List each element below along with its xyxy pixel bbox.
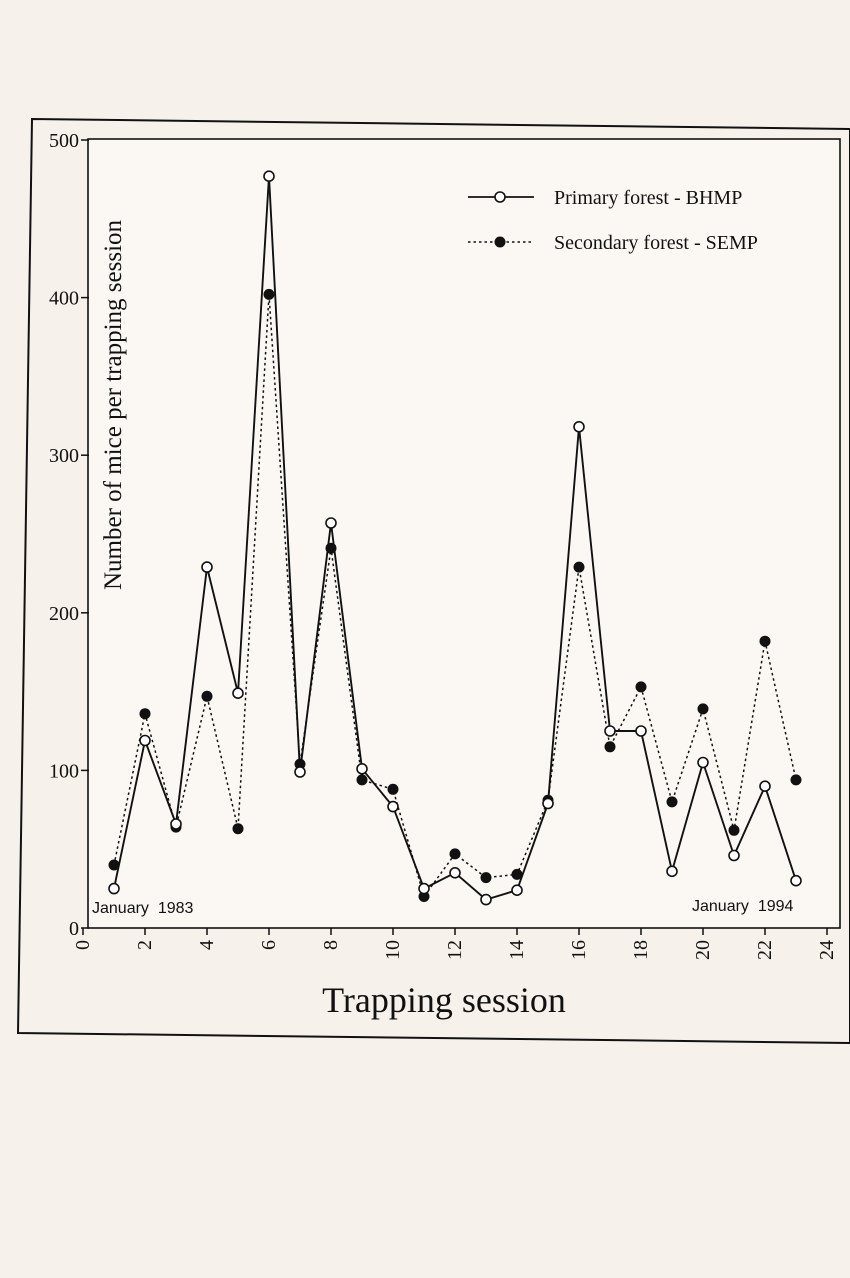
point-primary-23	[790, 874, 802, 887]
point-primary-11	[418, 882, 430, 895]
series-layer	[108, 170, 802, 906]
y-tick-label-500: 500	[49, 130, 79, 152]
point-primary-7	[294, 766, 306, 778]
point-primary-10	[387, 800, 399, 813]
point-secondary-16	[573, 561, 585, 573]
plot-area	[87, 138, 841, 929]
x-tick-label-24: 24	[816, 940, 838, 960]
x-tick-label-2: 2	[134, 940, 156, 950]
y-tick-label-400: 400	[49, 288, 79, 310]
point-primary-2	[139, 734, 151, 747]
legend-label-secondary: Secondary forest - SEMP	[554, 232, 758, 254]
point-primary-14	[511, 884, 523, 897]
legend-marker-secondary	[494, 236, 506, 248]
point-secondary-9	[356, 774, 368, 786]
legend-marker-primary	[494, 191, 506, 203]
annotation-start: January 1983	[92, 900, 194, 917]
x-tick-label-4: 4	[196, 940, 218, 950]
x-axis-label: Trapping session	[322, 980, 566, 1020]
point-primary-22	[759, 780, 771, 793]
point-secondary-14	[511, 868, 523, 880]
point-primary-15	[542, 797, 554, 810]
point-primary-1	[108, 882, 120, 895]
x-tick-label-16: 16	[568, 940, 590, 960]
x-tick-label-0: 0	[72, 940, 94, 950]
point-secondary-1	[108, 859, 120, 871]
point-primary-5	[232, 687, 244, 700]
point-secondary-22	[759, 635, 771, 647]
y-tick-label-0: 0	[69, 918, 79, 940]
point-secondary-19	[666, 796, 678, 808]
point-secondary-12	[449, 848, 461, 860]
point-secondary-10	[387, 783, 399, 795]
series-primary	[108, 170, 802, 906]
point-secondary-5	[232, 823, 244, 835]
x-tick-label-10: 10	[382, 940, 404, 960]
point-primary-18	[635, 725, 647, 737]
x-tick-label-22: 22	[754, 940, 776, 960]
point-secondary-4	[201, 690, 213, 702]
point-secondary-2	[139, 708, 151, 720]
x-tick-label-8: 8	[320, 940, 342, 950]
y-tick-label-100: 100	[49, 760, 79, 782]
legend: Primary forest - BHMP Secondary forest -…	[468, 187, 758, 254]
point-secondary-6	[263, 288, 275, 300]
y-tick-label-200: 200	[49, 603, 79, 625]
x-tick-label-12: 12	[444, 940, 466, 960]
point-primary-20	[697, 756, 709, 769]
point-secondary-13	[480, 872, 492, 884]
point-primary-9	[356, 762, 368, 775]
point-secondary-23	[790, 774, 802, 786]
point-primary-4	[201, 561, 213, 573]
legend-label-primary: Primary forest - BHMP	[554, 187, 742, 209]
point-primary-21	[728, 849, 740, 862]
point-primary-16	[573, 420, 585, 433]
point-secondary-20	[697, 703, 709, 715]
y-tick-label-300: 300	[49, 445, 79, 467]
x-tick-label-20: 20	[692, 940, 714, 960]
point-primary-12	[449, 866, 461, 879]
point-primary-19	[666, 865, 678, 878]
x-tick-label-6: 6	[258, 940, 280, 950]
point-primary-8	[325, 517, 337, 529]
point-secondary-18	[635, 681, 647, 693]
point-primary-6	[263, 170, 275, 182]
point-secondary-21	[728, 824, 740, 836]
point-primary-17	[604, 725, 616, 737]
point-secondary-11	[418, 891, 430, 902]
x-tick-label-18: 18	[630, 940, 652, 960]
point-primary-3	[170, 818, 182, 830]
annotation-end: January 1994	[692, 898, 794, 915]
figure-frame	[16, 117, 850, 1045]
point-primary-13	[480, 893, 492, 906]
y-axis-label: Number of mice per trapping session	[100, 219, 127, 590]
point-secondary-17	[604, 741, 616, 753]
x-tick-label-14: 14	[506, 940, 528, 960]
